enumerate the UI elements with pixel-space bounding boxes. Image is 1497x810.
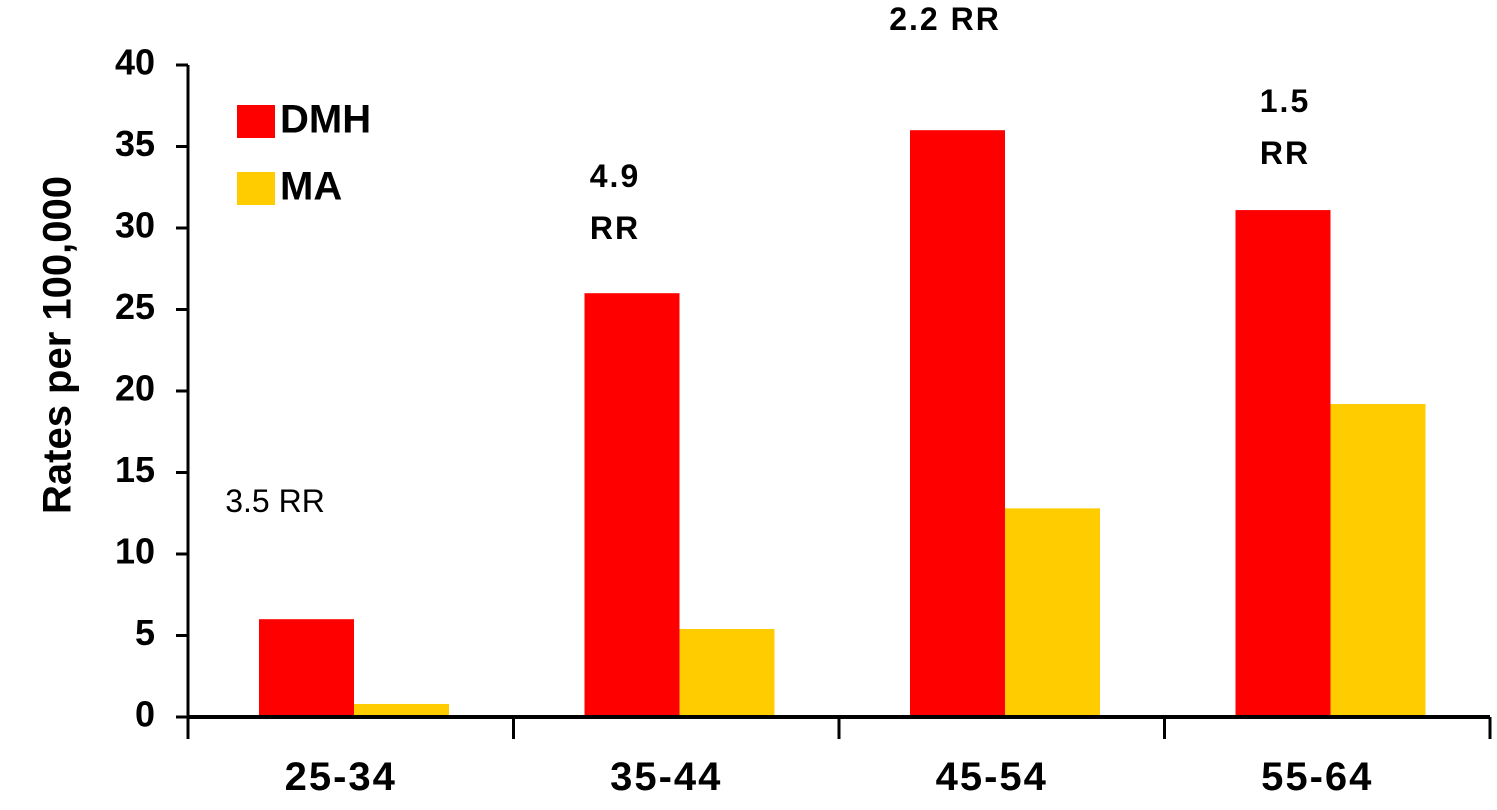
y-tick-label-15: 15 — [115, 449, 155, 490]
bar-ma-55-64 — [1330, 404, 1426, 717]
legend-swatch-ma — [237, 172, 275, 205]
y-tick-label-10: 10 — [115, 531, 155, 572]
y-tick-label-40: 40 — [115, 42, 155, 83]
y-tick-label-35: 35 — [115, 123, 155, 164]
legend: DMH MA — [237, 98, 371, 209]
bar-dmh-55-64 — [1235, 210, 1331, 717]
rr-annotation-45-54: 2.2 RR — [889, 1, 1001, 37]
annotations-group: 3.5 RR 4.9 RR 2.2 RR 1.5 RR — [225, 1, 1310, 519]
x-tick-label-35-44: 35-44 — [610, 755, 722, 799]
rr-annotation-line: 4.9 — [590, 158, 640, 194]
bars-group — [259, 130, 1426, 717]
y-tick-label-25: 25 — [115, 286, 155, 327]
y-tick-label-30: 30 — [115, 205, 155, 246]
axes-group: 0 5 10 15 20 25 30 35 40 25-34 35-44 45-54 55-64 — [115, 42, 1492, 799]
rr-annotation-55-64: 1.5 RR — [1260, 83, 1310, 171]
rr-annotation-line: 3.5 RR — [225, 483, 325, 519]
rr-annotation-line: RR — [590, 210, 640, 246]
y-tick-label-0: 0 — [135, 694, 155, 735]
rr-annotation-line: RR — [1260, 135, 1310, 171]
bar-ma-25-34 — [354, 703, 449, 717]
x-tick-label-55-64: 55-64 — [1261, 755, 1373, 799]
y-axis-title: Rates per 100,000 — [36, 176, 80, 514]
x-tick-label-25-34: 25-34 — [285, 755, 397, 799]
rr-annotation-25-34: 3.5 RR — [225, 483, 325, 519]
rr-annotation-line: 1.5 — [1260, 83, 1310, 119]
x-tick-label-45-54: 45-54 — [936, 755, 1048, 799]
bar-dmh-25-34 — [259, 619, 354, 717]
legend-label-ma: MA — [280, 165, 342, 209]
legend-swatch-dmh — [237, 105, 275, 138]
bar-dmh-45-54 — [910, 130, 1005, 717]
y-tick-label-5: 5 — [135, 612, 155, 653]
bar-dmh-35-44 — [584, 293, 680, 717]
legend-label-dmh: DMH — [280, 98, 371, 142]
bar-ma-45-54 — [1005, 508, 1100, 717]
rr-annotation-line: 2.2 RR — [889, 1, 1001, 37]
bar-ma-35-44 — [679, 628, 775, 717]
rr-annotation-35-44: 4.9 RR — [590, 158, 640, 246]
y-tick-label-20: 20 — [115, 368, 155, 409]
